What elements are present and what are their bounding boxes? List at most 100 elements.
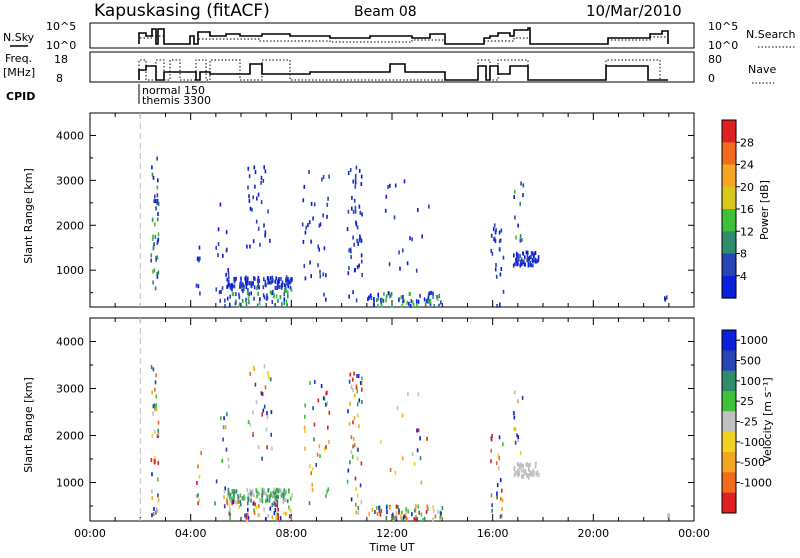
power-point [360,238,363,243]
velocity-point [309,381,311,385]
velocity-point [288,489,290,494]
velocity-point [527,463,530,468]
velocity-point [247,420,250,424]
velocity-point [501,507,503,511]
power-point [318,247,320,252]
power-point [355,220,357,225]
power-point [385,194,388,199]
power-point [153,199,155,204]
power-point [274,279,276,284]
velocity-point [282,494,284,499]
power-point [198,245,201,250]
velocity-point [327,487,330,492]
power-point [370,296,373,300]
velocity-point [496,491,498,496]
velocity-ytick-label: 1000 [56,476,84,489]
power-point [513,253,515,258]
power-point [519,263,521,268]
power-point [229,285,232,290]
velocity-point [246,512,249,517]
velocity-point [261,412,263,417]
velocity-point [273,498,276,503]
power-point [253,165,256,170]
velocity-point [407,509,410,514]
power-point [256,196,258,201]
velocity-point [376,511,379,516]
power-point [155,199,157,204]
velocity-point [285,511,287,516]
velocity-point [157,498,160,503]
velocity-point [275,495,277,500]
velocity-point [258,512,261,517]
velocity-point [251,491,253,496]
power-point [264,169,267,174]
velocity-point [416,428,418,433]
power-point [197,284,200,289]
power-point [432,291,434,296]
power-point [490,248,492,253]
power-point [215,287,218,292]
power-colorbar-band [722,186,736,210]
velocity-point [154,387,156,392]
power-point [156,255,159,260]
velocity-point [227,487,230,492]
velocity-point [371,507,374,512]
power-point [252,195,254,200]
power-point [499,272,502,277]
power-point [326,214,328,219]
power-point [326,202,329,207]
velocity-point [231,489,234,494]
power-point [260,180,262,185]
power-point [268,280,270,285]
velocity-point [198,498,200,503]
power-point [230,284,233,289]
power-point [346,227,349,232]
power-point [522,259,524,264]
velocity-point [157,432,160,437]
velocity-point [407,392,409,397]
power-point [228,275,230,280]
power-point [280,276,282,281]
power-point [272,294,275,299]
power-point [244,276,246,281]
velocity-point [155,394,158,399]
velocity-point [151,433,154,438]
velocity-point [530,472,532,477]
power-point [239,302,241,307]
velocity-point [264,517,267,522]
velocity-point [525,463,528,468]
power-point [267,276,269,281]
power-point [380,300,382,305]
power-point [287,284,290,289]
velocity-colorbar-tick-label: -1000 [740,477,772,490]
power-point [377,292,379,297]
power-point [495,274,498,279]
power-point [153,242,155,247]
power-point [156,193,159,198]
power-point [263,277,265,282]
power-point [350,249,352,254]
velocity-point [490,437,493,442]
power-point [440,300,442,305]
velocity-point [439,514,442,519]
power-point [496,304,498,308]
power-point [417,299,420,304]
power-point [246,277,248,282]
velocity-point [255,505,258,510]
power-point [377,296,380,301]
velocity-point [247,507,249,512]
velocity-point [517,462,519,467]
power-point [269,290,272,295]
velocity-point [514,427,517,432]
power-point [354,205,357,210]
power-point [309,260,311,265]
velocity-point [155,510,157,515]
power-point [313,202,316,207]
power-point [356,238,358,243]
power-point [263,295,266,300]
velocity-point [355,385,358,390]
power-point [270,280,273,285]
power-point [238,292,240,297]
velocity-point [229,499,232,504]
power-point [522,251,525,256]
